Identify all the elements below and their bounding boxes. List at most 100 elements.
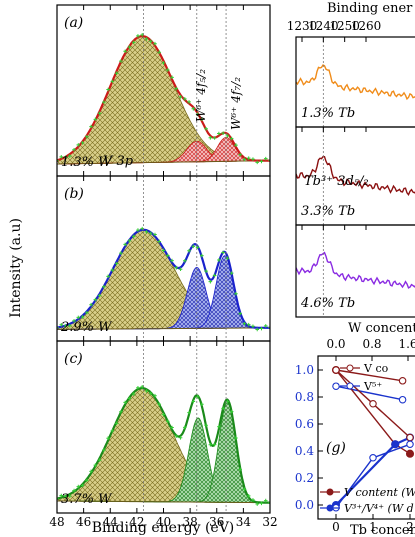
data-point [191, 244, 196, 249]
data-point [114, 261, 119, 266]
g-y-tick-label: 0.2 [295, 471, 314, 485]
data-point [238, 311, 242, 316]
data-point [200, 253, 204, 258]
envelope-line [57, 34, 270, 162]
g-top-tick-label: 0.8 [362, 337, 381, 351]
data-point [76, 143, 81, 147]
data-point [76, 484, 81, 489]
data-point [131, 392, 136, 396]
data-point [136, 385, 140, 390]
data-point [89, 124, 93, 129]
series-line-v_content_top [335, 369, 403, 382]
data-point [251, 324, 255, 329]
g-y-tick-label: 1.0 [295, 363, 314, 377]
g-y-tick-label: 0.6 [295, 417, 314, 431]
data-point [259, 501, 264, 506]
xps-panel-1 [57, 226, 270, 332]
data-point [178, 267, 183, 272]
data-point [136, 228, 140, 232]
tb-x-tick-label: 1230 [287, 19, 318, 33]
data-point [89, 469, 93, 474]
legend-label-v54_top: V⁵⁺ [363, 380, 382, 393]
legend-label-v_content_top: V co [363, 362, 389, 375]
data-point [97, 458, 102, 462]
w4f-xps-panels: (a) 1.3% W (b) 2.9% W (c) 3.7% W V 3p W⁶⁺ 4f₅/₂… [56, 4, 271, 514]
data-point [246, 494, 251, 498]
data-point [80, 483, 85, 488]
data-point [127, 239, 132, 243]
data-point [174, 86, 179, 91]
data-point [148, 391, 153, 396]
legend-label-v34_w: V³⁺/V⁴⁺ (W d [344, 502, 414, 515]
g-series [331, 365, 415, 512]
tb-sample-label: 3.3% Tb [301, 204, 355, 219]
g-y-tick-label: 0.8 [295, 390, 314, 404]
sample-label: 1.3% W [61, 155, 113, 170]
y-axis-label: Intensity (a.u) [8, 218, 24, 318]
data-point [195, 395, 200, 399]
data-point [157, 239, 162, 244]
sample-label: 2.9% W [60, 320, 113, 335]
data-point [57, 496, 59, 501]
data-point [85, 310, 89, 315]
data-point [170, 75, 174, 80]
data-point [153, 393, 157, 398]
series-line-v54_top [335, 385, 403, 401]
data-point [187, 100, 191, 104]
data-point [195, 112, 200, 117]
data-point [212, 442, 217, 447]
legend-label-v_content_w: V content (W d [344, 486, 415, 499]
data-point [217, 424, 221, 429]
data-point [106, 436, 110, 441]
legend-marker [326, 488, 334, 496]
data-point [157, 50, 162, 55]
data-point [208, 279, 213, 284]
data-point [242, 321, 247, 326]
data-point [165, 419, 170, 424]
data-point [165, 253, 170, 258]
data-point [67, 323, 72, 328]
data-point [268, 158, 270, 163]
data-point [59, 155, 64, 159]
series-point-v34_tb [406, 440, 414, 448]
v3p-label: V 3p [103, 154, 134, 169]
panel-tag: (b) [64, 186, 84, 202]
series-point-v54_top [398, 395, 407, 404]
background-line [57, 160, 270, 165]
data-point [255, 160, 260, 165]
data-point [148, 231, 153, 236]
data-point [204, 423, 208, 428]
data-point [212, 136, 217, 140]
data-point [57, 158, 59, 163]
data-point [187, 248, 191, 253]
legend-marker [346, 382, 354, 390]
data-point [85, 134, 89, 139]
xps-panel-0 [57, 33, 270, 165]
envelope-line [57, 386, 270, 504]
data-point [114, 71, 119, 76]
data-point [106, 274, 110, 279]
data-point [263, 156, 268, 161]
data-point [268, 500, 270, 505]
data-point [89, 302, 93, 307]
data-point [195, 245, 200, 250]
data-point [183, 97, 187, 101]
data-point [123, 242, 127, 247]
x-tick-label: 46 [76, 515, 91, 529]
data-point [212, 273, 217, 278]
tb-panel-0 [296, 64, 415, 101]
series-point-v_content_tb [369, 399, 377, 408]
series-point-v34_tb [369, 453, 377, 462]
panel-tag: (a) [64, 15, 83, 31]
data-point [263, 498, 268, 503]
series-point-v_content_tb [406, 433, 414, 442]
g-top-tick-label: 0.0 [326, 337, 345, 351]
data-point [106, 87, 110, 92]
x-tick-label: 34 [236, 515, 252, 529]
tb-peak-label: Tb³⁺ 3d₅/₂ [304, 174, 369, 189]
data-point [259, 159, 264, 164]
g-frame [317, 355, 415, 520]
data-point [72, 147, 76, 152]
